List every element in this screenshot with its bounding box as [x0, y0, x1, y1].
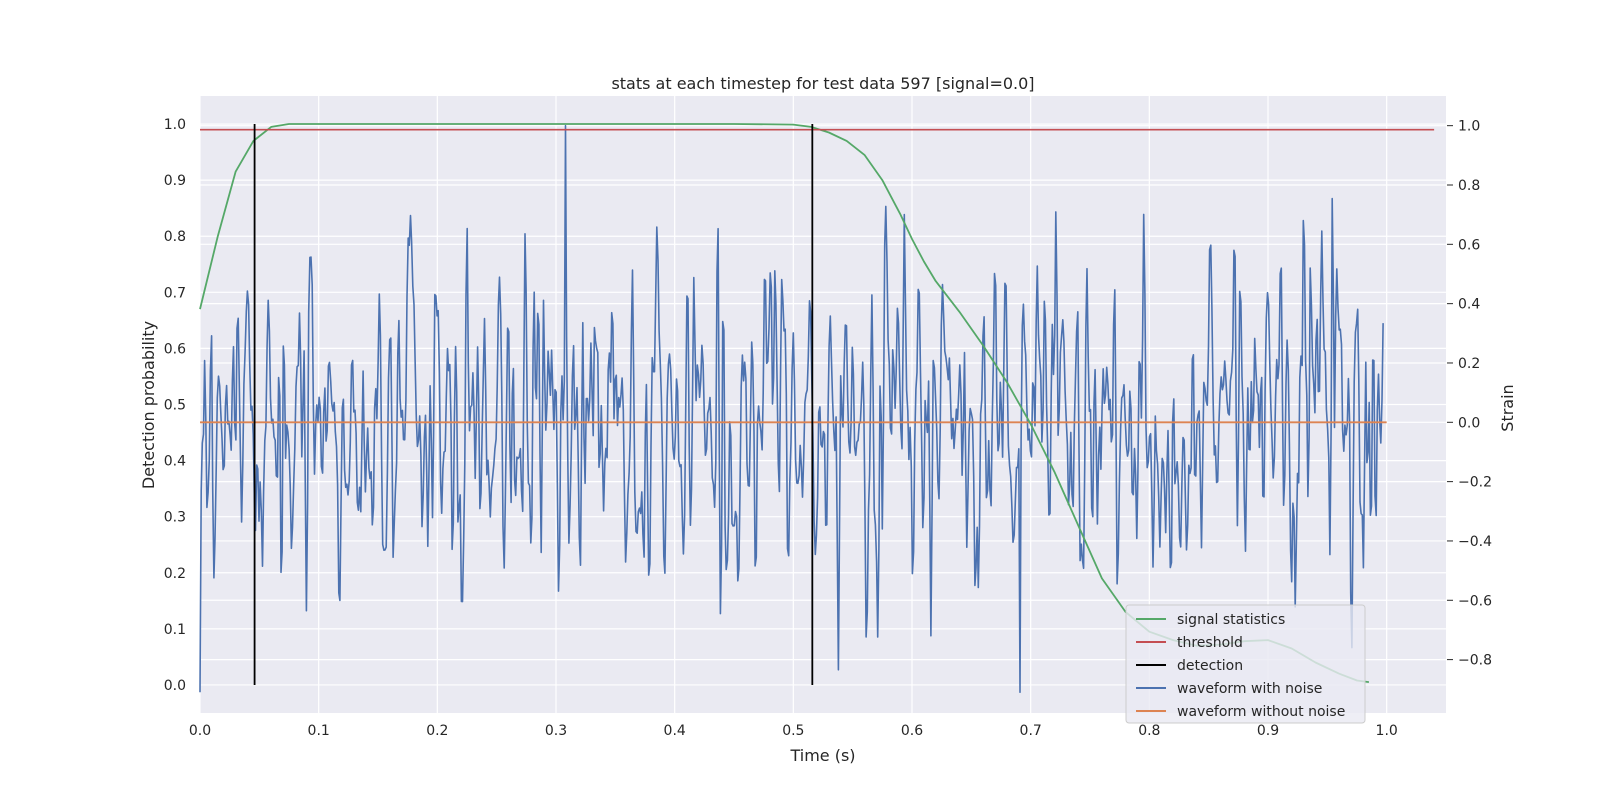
x-tick-label: 0.9 [1257, 723, 1279, 739]
legend: signal statistics threshold detection wavef… [1125, 604, 1366, 724]
y-right-tick-label: 0.0 [1458, 415, 1480, 431]
x-axis-label: Time (s) [789, 746, 855, 765]
y-right-tick-label: 0.6 [1458, 237, 1480, 253]
y-left-tick-label: 0.8 [164, 229, 186, 245]
y-left-tick-label: 0.5 [164, 398, 186, 414]
y-left-tick-label: 0.4 [164, 454, 186, 470]
y-left-tick-label: 0.0 [164, 678, 186, 694]
y-left-axis-label: Detection probability [139, 321, 158, 489]
x-tick-label: 0.8 [1138, 723, 1160, 739]
y-left-tick-label: 0.9 [164, 173, 186, 189]
waveform-with-noise-line [199, 124, 1384, 694]
legend-label: detection [1177, 658, 1243, 674]
y-left-tick-label: 0.6 [164, 341, 186, 357]
y-left-tick-label: 0.7 [164, 285, 186, 301]
legend-label: signal statistics [1177, 612, 1285, 628]
y-right-tick-label: 0.2 [1458, 356, 1480, 372]
y-right-tick-label: −0.6 [1458, 593, 1492, 609]
x-tick-label: 0.7 [1020, 723, 1042, 739]
legend-label: waveform with noise [1177, 681, 1322, 697]
y-left-tick-label: 0.1 [164, 622, 186, 638]
x-tick-label: 0.1 [308, 723, 330, 739]
y-right-axis-label: Strain [1498, 384, 1517, 431]
chart-title: stats at each timestep for test data 597… [611, 74, 1034, 93]
legend-box [1125, 604, 1366, 724]
x-tick-label: 0.2 [426, 723, 448, 739]
y-right-tick-label: −0.8 [1458, 653, 1492, 669]
y-right-tick-label: 0.8 [1458, 178, 1480, 194]
x-tick-label: 1.0 [1376, 723, 1398, 739]
x-tick-labels: 0.0 0.1 0.2 0.3 0.4 0.5 0.6 0.7 0.8 0.9 1.0 [189, 723, 1398, 739]
x-tick-label: 0.3 [545, 723, 567, 739]
x-tick-label: 0.0 [189, 723, 211, 739]
y-left-tick-label: 1.0 [164, 117, 186, 133]
y-left-tick-label: 0.3 [164, 510, 186, 526]
legend-label: threshold [1177, 635, 1243, 651]
legend-label: waveform without noise [1177, 704, 1345, 720]
y-left-tick-labels: 0.0 0.1 0.2 0.3 0.4 0.5 0.6 0.7 0.8 0.9 1.0 [164, 117, 186, 694]
x-tick-label: 0.4 [664, 723, 686, 739]
y-right-tick-labels: −0.8 −0.6 −0.4 −0.2 0.0 0.2 0.4 0.6 0.8 1.0 [1447, 119, 1492, 669]
x-tick-label: 0.5 [782, 723, 804, 739]
y-right-tick-label: 0.4 [1458, 297, 1480, 313]
y-right-tick-label: −0.4 [1458, 534, 1492, 550]
y-right-tick-label: −0.2 [1458, 475, 1492, 491]
y-left-tick-label: 0.2 [164, 566, 186, 582]
y-right-tick-label: 1.0 [1458, 119, 1480, 135]
x-tick-label: 0.6 [901, 723, 923, 739]
